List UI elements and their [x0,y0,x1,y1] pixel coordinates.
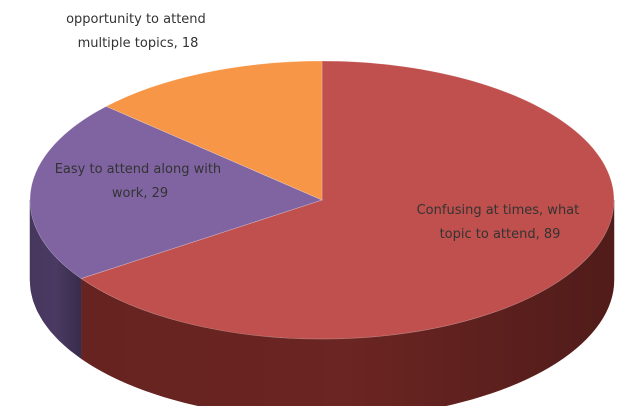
slice-label-opportunity: opportunity to attend multiple topics, 1… [66,12,210,51]
pie-slice-opportunity [105,60,323,201]
slice-label-easy: Easy to attend along with work, 29 [55,162,226,201]
pie-slice-easy [29,106,323,279]
pie-slice-confusing [80,60,615,340]
slice-label-confusing: Confusing at times, what topic to attend… [417,203,584,242]
pie-side-shade-confusing [81,200,614,406]
pie-side-shade-easy [30,200,82,359]
